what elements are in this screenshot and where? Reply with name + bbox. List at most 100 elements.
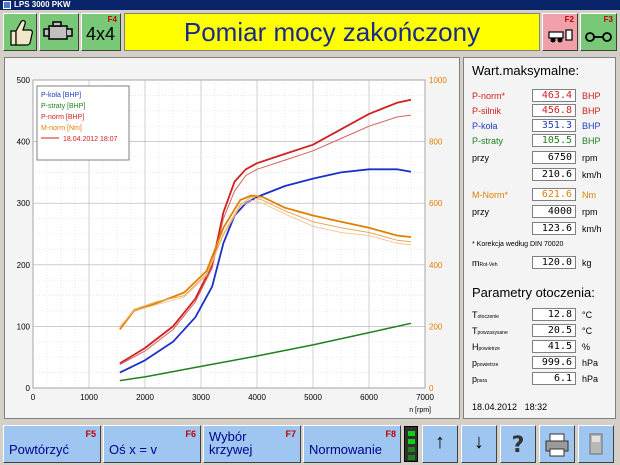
engine-button[interactable]	[39, 13, 79, 51]
x-tick-label: 6000	[360, 393, 378, 402]
x-tick-label: 1000	[80, 393, 98, 402]
f8-key-label: F8	[385, 429, 396, 439]
legend-entry: M-norm [Nm]	[41, 125, 82, 132]
f7-key-label: F7	[285, 429, 296, 439]
trailer-button[interactable]: F2	[542, 13, 578, 51]
date-label: 18.04.2012	[472, 402, 518, 412]
series-line	[119, 322, 412, 382]
status-lamp	[408, 455, 415, 460]
max-value-field: 351.3	[532, 119, 576, 132]
correction-note: * Korekcja według DIN 70020	[472, 241, 564, 248]
time-label: 18:32	[524, 402, 548, 412]
max-value-label: przy	[472, 207, 490, 217]
window-titlebar: LPS 3000 PKW	[0, 0, 620, 10]
environment-label: Hpowietrze	[472, 342, 500, 352]
max-value-field: 210.6	[532, 168, 576, 181]
legend-entry: P-koła [BHP]	[41, 92, 81, 99]
disk-icon	[589, 433, 603, 455]
environment-unit: °C	[582, 326, 593, 336]
normalization-button[interactable]: F8 Normowanie	[303, 425, 401, 463]
app-icon	[3, 1, 11, 9]
legend-entry: P-norm [BHP]	[41, 114, 84, 121]
legend-entry: 18.04.2012 18:07	[63, 136, 118, 143]
scroll-up-button[interactable]: ↑	[422, 425, 458, 463]
print-button[interactable]	[539, 425, 575, 463]
max-value-row: M-Norm* 621.6 Nm	[472, 188, 612, 201]
series-line	[119, 196, 412, 329]
max-value-row: P-straty 105.5 BHP	[472, 134, 612, 147]
environment-value: 41.5	[532, 340, 576, 353]
mass-row: mRot-Veh 120.0 kg	[472, 256, 612, 269]
scroll-down-button[interactable]: ↓	[461, 425, 497, 463]
curve-select-button[interactable]: F7 Wybór krzywej	[203, 425, 301, 463]
x-tick-label: 7000	[416, 393, 434, 402]
max-value-label: P-straty	[472, 136, 504, 146]
repeat-button[interactable]: F5 Powtórzyć	[3, 425, 101, 463]
max-value-label: P-silnik	[472, 106, 502, 116]
max-value-row: P-silnik 456.8 BHP	[472, 104, 612, 117]
environment-symbol: H	[472, 342, 479, 352]
environment-row: Totoczenie 12.8 °C	[472, 308, 612, 321]
f3-key-label: F3	[603, 15, 613, 24]
max-value-unit: km/h	[582, 170, 602, 180]
status-banner: Pomiar mocy zakończony	[124, 13, 540, 51]
environment-label: ppowietrze	[472, 358, 498, 368]
four-wheel-drive-label: 4x4	[86, 24, 116, 44]
max-value-unit: rpm	[582, 153, 598, 163]
four-wheel-drive-button[interactable]: F4 4x4	[81, 13, 121, 51]
environment-subscript: powietrze	[477, 362, 499, 368]
accept-button[interactable]	[3, 13, 37, 51]
environment-row: ppara 6.1 hPa	[472, 372, 612, 385]
svg-text:?: ?	[512, 433, 525, 458]
arrow-down-icon: ↓	[474, 431, 484, 453]
bottom-toolbar: F5 Powtórzyć F6 Oś x = v F7 Wybór krzywe…	[0, 422, 620, 465]
arrow-up-icon: ↑	[435, 431, 445, 453]
environment-subscript: otoczenie	[477, 314, 499, 320]
x-axis-speed-button[interactable]: F6 Oś x = v	[103, 425, 201, 463]
mass-sub: Rot-Veh	[479, 262, 498, 268]
printer-icon	[545, 433, 569, 457]
f4-key-label: F4	[107, 15, 117, 24]
y-right-tick-label: 800	[429, 138, 443, 147]
max-value-field: 463.4	[532, 89, 576, 102]
window-title: LPS 3000 PKW	[14, 0, 71, 9]
power-curve-chart: 0 1000 2000 3000 4000 5000 6000 700001002003004…	[17, 76, 448, 414]
environment-title: Parametry otoczenia:	[472, 285, 595, 300]
info-panel: Wart.maksymalne: P-norm* 463.4 BHP P-silnik…	[463, 57, 616, 419]
x-tick-label: 3000	[192, 393, 210, 402]
save-button[interactable]	[578, 425, 614, 463]
help-button[interactable]: ?	[500, 425, 536, 463]
f2-key-label: F2	[564, 15, 574, 24]
environment-value: 999.6	[532, 356, 576, 369]
axle-button[interactable]: F3	[580, 13, 617, 51]
status-lamp	[408, 431, 415, 436]
environment-label: ppara	[472, 374, 487, 384]
max-values-title: Wart.maksymalne:	[472, 63, 580, 78]
environment-label: Totoczenie	[472, 310, 499, 320]
environment-value: 20.5	[532, 324, 576, 337]
max-value-unit: BHP	[582, 106, 601, 116]
series-line	[119, 199, 412, 327]
x-tick-label: 2000	[136, 393, 154, 402]
y-left-tick-label: 0	[26, 384, 31, 393]
environment-symbol: p	[472, 374, 478, 384]
environment-row: Tpowzasysane 20.5 °C	[472, 324, 612, 337]
thumbs-up-icon	[10, 19, 33, 46]
max-value-unit: BHP	[582, 121, 601, 131]
max-value-unit: BHP	[582, 91, 601, 101]
environment-subscript: para	[477, 378, 488, 384]
max-value-row: przy 4000 rpm	[472, 205, 612, 218]
legend-box	[36, 85, 130, 161]
header-strip: F4 4x4 Pomiar mocy zakończony F2 F3	[0, 10, 620, 54]
axle-icon	[585, 32, 612, 42]
x-axis-label: n [rpm]	[409, 407, 431, 414]
environment-symbol: T	[472, 310, 478, 320]
mass-unit: kg	[582, 258, 592, 268]
chart-panel: 0 1000 2000 3000 4000 5000 6000 7000 0 100 200 300 4…	[4, 57, 460, 419]
max-value-unit: km/h	[582, 224, 602, 234]
max-value-field: 105.5	[532, 134, 576, 147]
y-left-tick-label: 100	[17, 322, 31, 331]
trailer-icon	[548, 29, 573, 43]
x-tick-label: 0	[31, 393, 36, 402]
help-icon: ?	[512, 433, 525, 458]
